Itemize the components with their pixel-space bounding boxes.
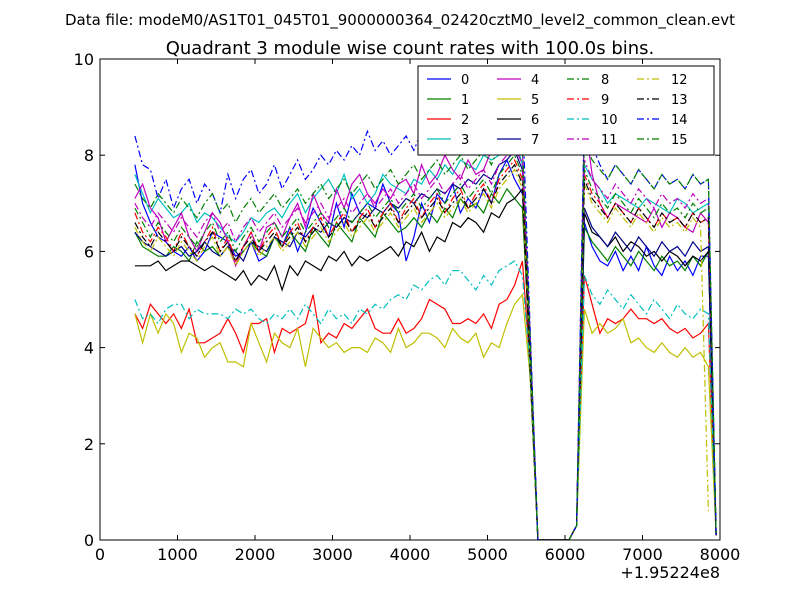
legend-box	[417, 65, 715, 156]
x-tick-label: 4000	[390, 545, 431, 564]
x-tick-label: 2000	[235, 545, 276, 564]
legend-label: 11	[601, 133, 618, 148]
legend-label: 2	[461, 113, 469, 128]
series-line-2	[134, 260, 717, 540]
legend-label: 1	[461, 93, 469, 108]
series-line-4	[134, 116, 717, 540]
legend-label: 14	[671, 113, 688, 128]
y-tick-label: 4	[84, 339, 94, 358]
series-line-12	[134, 168, 709, 540]
y-tick-label: 2	[84, 435, 94, 454]
series-line-6	[134, 187, 717, 540]
legend-label: 8	[601, 73, 609, 88]
x-tick-label: 7000	[622, 545, 663, 564]
legend-label: 15	[671, 133, 688, 148]
x-tick-label: 0	[95, 545, 105, 564]
x-tick-label: 3000	[312, 545, 353, 564]
y-tick-label: 10	[74, 50, 94, 69]
series-line-0	[134, 158, 717, 540]
series-line-3	[134, 134, 717, 540]
y-tick-label: 6	[84, 242, 94, 261]
legend-label: 6	[531, 113, 539, 128]
legend-label: 10	[601, 113, 618, 128]
series-line-14	[134, 86, 717, 540]
series-line-5	[134, 293, 717, 540]
x-tick-label: 1000	[157, 545, 198, 564]
x-offset-label: +1.95224e8	[620, 563, 720, 582]
y-tick-label: 0	[84, 531, 94, 550]
series-line-9	[134, 158, 717, 540]
x-tick-label: 8000	[700, 545, 741, 564]
x-tick-label: 6000	[545, 545, 586, 564]
legend-label: 5	[531, 93, 539, 108]
series-line-13	[134, 163, 717, 540]
series-line-11	[134, 144, 717, 540]
chart-title: Quadrant 3 module wise count rates with …	[166, 38, 655, 59]
legend-label: 0	[461, 73, 469, 88]
x-tick-label: 5000	[467, 545, 508, 564]
series-line-7	[134, 149, 717, 540]
legend-label: 12	[671, 73, 688, 88]
plot-area	[134, 86, 717, 540]
legend-label: 13	[671, 93, 688, 108]
x-axis: 0 1000 2000 3000 4000 5000 6000 7000 8000	[95, 59, 740, 564]
y-tick-label: 8	[84, 146, 94, 165]
legend-label: 7	[531, 133, 539, 148]
chart-suptitle: Data file: modeM0/AS1T01_045T01_90000003…	[65, 11, 735, 30]
legend-label: 3	[461, 133, 469, 148]
legend-label: 4	[531, 73, 539, 88]
legend-label: 9	[601, 93, 609, 108]
series-line-8	[134, 154, 717, 540]
series-line-10	[134, 260, 717, 540]
series-line-15	[134, 125, 717, 540]
